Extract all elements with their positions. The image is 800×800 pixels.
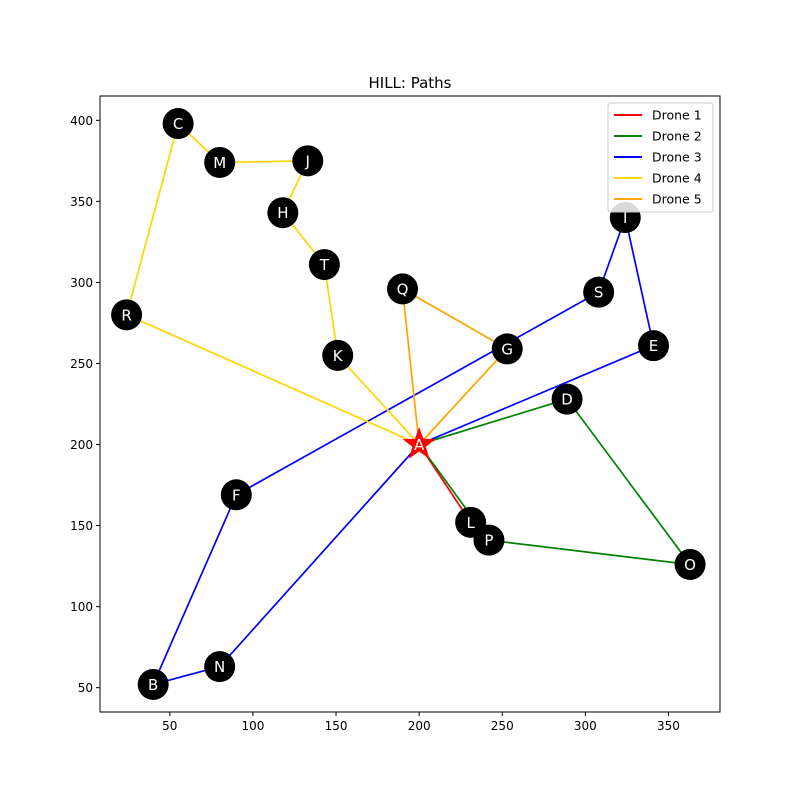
node-label-e: E [649, 337, 658, 355]
node-label-s: S [594, 284, 604, 302]
node-m [204, 146, 236, 178]
node-d [551, 383, 583, 415]
route-drone-2 [418, 398, 691, 566]
x-tick-label: 150 [325, 719, 348, 733]
node-label-f: F [232, 486, 241, 504]
node-label-j: J [305, 152, 310, 170]
y-tick-label: 150 [70, 519, 93, 533]
depot-label: A [414, 436, 425, 454]
x-axis: 50 100 150 200 250 300 350 [162, 712, 680, 733]
legend-label: Drone 5 [652, 192, 702, 207]
node-c [162, 108, 194, 140]
node-b [137, 668, 169, 700]
y-tick-label: 400 [70, 114, 93, 128]
node-label-m: M [213, 154, 226, 172]
node-label-o: O [684, 556, 696, 574]
nodes-layer: B C D E F G H I J K L M N O P Q R S T [111, 108, 706, 700]
node-k [322, 339, 354, 371]
node-label-l: L [466, 514, 475, 532]
x-tick-label: 350 [657, 719, 680, 733]
node-label-c: C [173, 115, 183, 133]
node-label-d: D [561, 391, 573, 409]
x-tick-label: 50 [162, 719, 177, 733]
legend-label: Drone 4 [652, 171, 702, 186]
y-tick-label: 200 [70, 438, 93, 452]
node-label-q: Q [397, 280, 409, 298]
legend-box [607, 102, 714, 213]
node-f [220, 479, 252, 511]
legend-label: Drone 2 [652, 129, 702, 144]
node-label-b: B [148, 676, 158, 694]
depot-marker-group: A [402, 427, 436, 459]
node-label-n: N [214, 658, 225, 676]
node-label-t: T [319, 256, 330, 274]
route-drone-5 [401, 288, 509, 446]
y-axis: 50 100 150 200 250 300 350 400 [70, 114, 100, 695]
y-tick-label: 250 [70, 357, 93, 371]
node-p [473, 524, 505, 556]
legend-label: Drone 1 [652, 108, 702, 123]
node-label-r: R [121, 306, 131, 324]
node-s [583, 276, 615, 308]
node-e [638, 330, 670, 362]
depot-star-marker [402, 427, 436, 459]
node-label-p: P [484, 532, 493, 550]
y-tick-label: 100 [70, 600, 93, 614]
node-label-g: G [501, 340, 513, 358]
node-o [674, 548, 706, 580]
node-q [387, 273, 419, 305]
chart-title: HILL: Paths [368, 74, 451, 92]
node-r [111, 299, 143, 331]
route-lines [125, 122, 691, 686]
node-n [204, 651, 236, 683]
node-label-i: I [623, 209, 627, 227]
plot-frame [99, 95, 721, 713]
x-tick-label: 200 [408, 719, 431, 733]
x-tick-label: 300 [574, 719, 597, 733]
node-h [267, 197, 299, 229]
y-tick-label: 50 [78, 681, 93, 695]
legend: Drone 1 Drone 2 Drone 3 Drone 4 Drone 5 [607, 102, 714, 213]
y-tick-label: 350 [70, 195, 93, 209]
y-tick-label: 300 [70, 276, 93, 290]
node-label-h: H [277, 204, 288, 222]
node-j [292, 145, 324, 177]
node-g [491, 333, 523, 365]
node-label-k: K [333, 347, 344, 365]
route-drone-4 [125, 122, 420, 446]
legend-label: Drone 3 [652, 150, 702, 165]
x-tick-label: 250 [491, 719, 514, 733]
x-tick-label: 100 [241, 719, 264, 733]
node-t [308, 249, 340, 281]
